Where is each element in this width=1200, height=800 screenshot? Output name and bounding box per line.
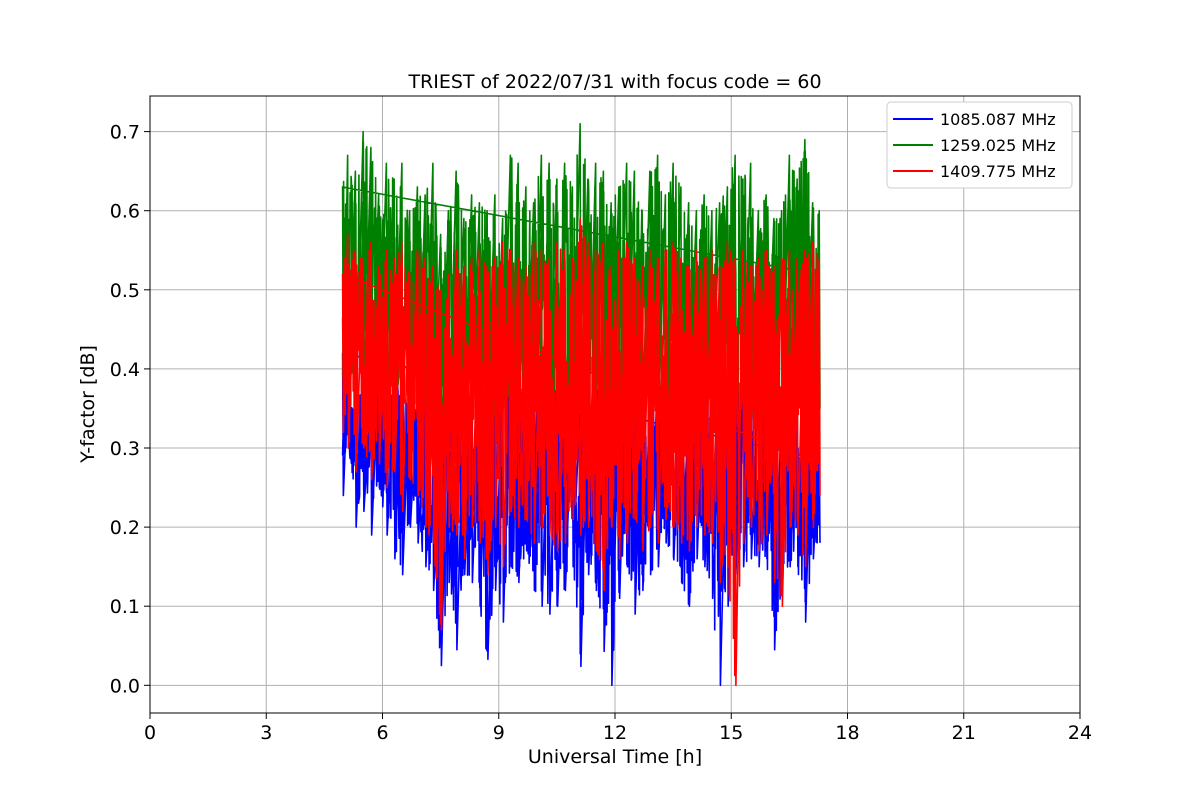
y-axis-label: Y-factor [dB] xyxy=(77,345,99,464)
y-tick-label: 0.5 xyxy=(110,280,140,302)
y-tick-label: 0.7 xyxy=(110,122,140,144)
x-tick-label: 18 xyxy=(835,722,859,744)
x-tick-label: 21 xyxy=(952,722,976,744)
x-tick-label: 24 xyxy=(1068,722,1092,744)
y-axis: 0.0 0.1 0.2 0.3 0.4 0.5 0.6 0.7 xyxy=(110,122,150,697)
chart-title: TRIEST of 2022/07/31 with focus code = 6… xyxy=(407,71,821,93)
x-axis: 0 3 6 9 12 15 18 21 24 xyxy=(144,713,1092,744)
y-tick-label: 0.0 xyxy=(110,675,140,697)
y-tick-label: 0.2 xyxy=(110,517,140,539)
x-tick-label: 9 xyxy=(493,722,505,744)
legend: 1085.087 MHz 1259.025 MHz 1409.775 MHz xyxy=(886,101,1073,189)
y-tick-label: 0.6 xyxy=(110,201,140,223)
legend-label-1085: 1085.087 MHz xyxy=(940,110,1056,129)
x-tick-label: 0 xyxy=(144,722,156,744)
y-tick-label: 0.3 xyxy=(110,438,140,460)
series-layer xyxy=(341,122,821,687)
legend-label-1409: 1409.775 MHz xyxy=(940,162,1056,181)
x-tick-label: 15 xyxy=(719,722,743,744)
x-tick-label: 6 xyxy=(376,722,388,744)
y-tick-label: 0.4 xyxy=(110,359,140,381)
series-line-1409-775-mhz xyxy=(341,217,821,687)
legend-box xyxy=(886,101,1073,189)
y-tick-label: 0.1 xyxy=(110,596,140,618)
x-tick-label: 3 xyxy=(260,722,272,744)
x-axis-label: Universal Time [h] xyxy=(528,746,702,768)
x-tick-label: 12 xyxy=(603,722,627,744)
legend-label-1259: 1259.025 MHz xyxy=(940,136,1056,155)
plot-area xyxy=(341,122,821,687)
